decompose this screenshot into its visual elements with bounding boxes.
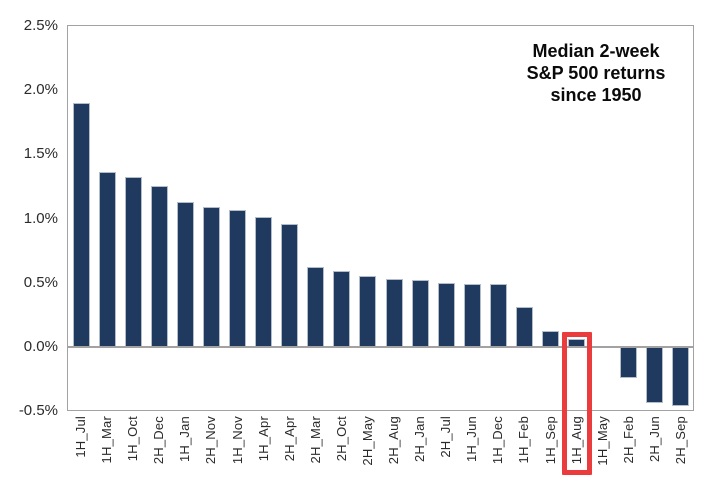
bar-2H_Apr xyxy=(281,223,299,347)
x-tick-label: 2H_Jul xyxy=(438,416,454,458)
x-tick-label: 2H_Mar xyxy=(307,416,323,464)
y-tick-label: 0.0% xyxy=(23,337,58,355)
bar-1H_Jul xyxy=(72,103,90,347)
y-tick-label: 1.5% xyxy=(23,145,58,163)
x-tick-label: 2H_Dec xyxy=(151,416,167,465)
y-tick-label: 2.0% xyxy=(23,81,58,99)
bar-2H_Dec xyxy=(150,186,168,347)
chart-title-line: S&P 500 returns xyxy=(526,63,666,83)
y-tick-label: -0.5% xyxy=(18,402,58,419)
x-tick-label: 2H_Apr xyxy=(281,416,297,462)
x-tick-label: 1H_Jul xyxy=(73,416,89,458)
bar-2H_Sep xyxy=(672,346,690,406)
bar-2H_Jun xyxy=(646,346,664,404)
x-tick-label: 1H_Jun xyxy=(464,416,480,463)
chart-title-line: since 1950 xyxy=(550,85,642,105)
bar-2H_May xyxy=(359,276,377,347)
x-tick-label: 1H_Mar xyxy=(99,416,115,464)
bar-1H_Sep xyxy=(542,331,560,347)
x-tick-label: 1H_Apr xyxy=(255,416,271,462)
y-tick-label: 1.0% xyxy=(23,209,58,227)
x-tick-label: 2H_Feb xyxy=(620,416,636,464)
x-tick-label: 1H_Jan xyxy=(177,416,193,463)
bar-1H_Oct xyxy=(124,177,142,347)
x-tick-label: 1H_Sep xyxy=(542,416,558,465)
bar-1H_Apr xyxy=(255,217,273,347)
chart-title: Median 2-week S&P 500 returns since 1950 xyxy=(496,40,696,106)
x-tick-label: 2H_Jan xyxy=(412,416,428,463)
x-tick-label: 2H_Nov xyxy=(203,416,219,465)
y-tick-label: 0.5% xyxy=(23,273,58,291)
bar-2H_Oct xyxy=(333,271,351,347)
x-tick-label: 1H_Nov xyxy=(229,416,245,465)
x-tick-label: 1H_May xyxy=(594,416,610,466)
bar-1H_Mar xyxy=(98,172,116,347)
y-tick-label: 2.5% xyxy=(23,17,58,34)
bar-2H_Nov xyxy=(202,206,220,347)
bar-2H_Feb xyxy=(620,346,638,378)
chart-title-line: Median 2-week xyxy=(532,41,660,61)
x-tick-label: 1H_Feb xyxy=(516,416,532,464)
bar-1H_Feb xyxy=(515,307,533,347)
bar-2H_Mar xyxy=(307,267,325,347)
x-tick-label: 2H_Aug xyxy=(386,416,402,465)
zero-baseline xyxy=(68,346,694,348)
x-tick-label: 2H_Jun xyxy=(646,416,662,463)
bar-1H_Nov xyxy=(229,209,247,347)
bar-1H_Jan xyxy=(176,201,194,347)
bar-2H_Jul xyxy=(437,282,455,347)
bar-1H_Dec xyxy=(489,283,507,347)
x-tick-label: 2H_Oct xyxy=(333,416,349,462)
highlight-box xyxy=(561,331,592,475)
x-tick-label: 2H_May xyxy=(359,416,375,466)
x-tick-label: 1H_Dec xyxy=(490,416,506,465)
bar-1H_Jun xyxy=(463,283,481,347)
x-tick-label: 2H_Sep xyxy=(672,416,688,465)
x-tick-label: 1H_Oct xyxy=(125,416,141,462)
bar-2H_Aug xyxy=(385,278,403,347)
bar-2H_Jan xyxy=(411,280,429,347)
